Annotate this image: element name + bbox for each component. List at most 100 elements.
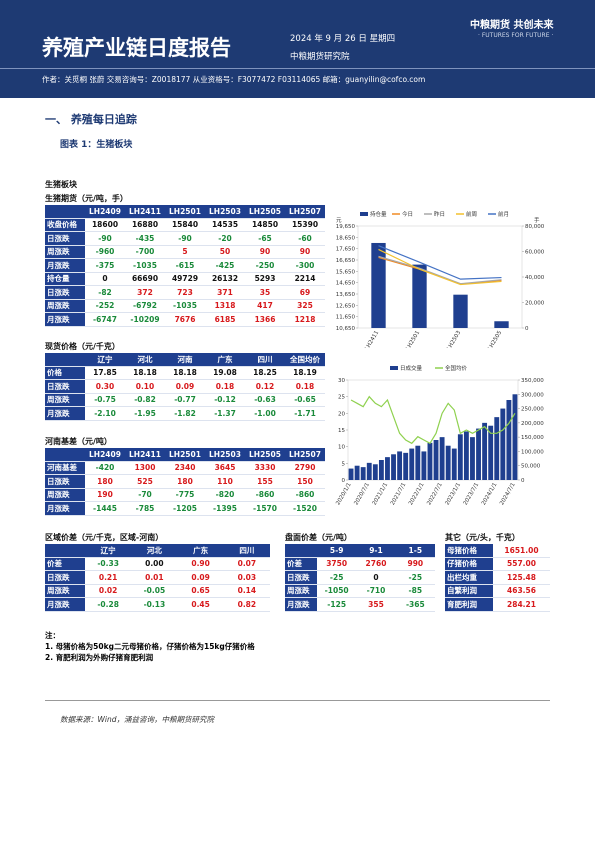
row: 日涨跌 -90 -435 -90 -20 -65 -60 [45, 231, 325, 246]
cell: -1035 [125, 258, 165, 273]
cell: 110 [205, 474, 245, 489]
corner [45, 544, 85, 558]
table-title: 现货价格（元/千克） [45, 342, 120, 351]
row-label: 出栏均重 [445, 570, 493, 585]
row-label: 日涨跌 [45, 285, 85, 300]
table-title: 盘面价差（元/吨） [285, 533, 352, 542]
cell: 2214 [285, 272, 325, 286]
bar [397, 451, 403, 480]
cell: 155 [245, 474, 285, 489]
cell: 990 [395, 557, 435, 571]
y2-tick-label: 250,000 [521, 407, 544, 413]
bar [445, 445, 451, 480]
row: 育肥利润 284.21 [445, 597, 550, 612]
column-header: LH2505 [245, 448, 285, 462]
cell: 2340 [165, 461, 205, 475]
cell: 1318 [205, 299, 245, 313]
corner [45, 205, 85, 219]
cell: 1366 [245, 312, 285, 327]
row: 日涨跌 -82 372 723 371 35 69 [45, 285, 325, 300]
cell: -82 [85, 285, 125, 300]
cell: -860 [245, 488, 285, 502]
bar [463, 431, 469, 480]
cell: 66690 [125, 272, 165, 286]
section-title: 一、 养殖每日追踪 [45, 113, 137, 126]
source: 数据来源：Wind，涌益咨询，中粮期货研究院 [60, 715, 215, 724]
y2-tick-label: 60,000 [525, 250, 545, 256]
row: 日涨跌 0.21 0.01 0.09 0.03 [45, 570, 270, 585]
column-header: LH2411 [125, 448, 165, 462]
row: 周涨跌 -0.75 -0.82 -0.77 -0.12 -0.63 -0.65 [45, 393, 325, 407]
divider [0, 68, 595, 69]
row: 日涨跌 -25 0 -25 [285, 570, 435, 585]
cell: 371 [205, 285, 245, 300]
column-header: 河南 [165, 353, 205, 367]
x-tick-label: 2023/1/1 [445, 482, 463, 506]
report-title: 养殖产业链日度报告 [42, 35, 231, 60]
bar [372, 464, 378, 480]
cell: 0.09 [177, 570, 224, 585]
row-label: 河南基差 [45, 461, 85, 475]
x-tick-label: 2024/7/1 [499, 482, 517, 506]
corner [45, 448, 85, 462]
bar [482, 422, 488, 480]
cell: -0.77 [165, 393, 205, 407]
row-label: 日涨跌 [45, 379, 85, 394]
y-tick-label: 25 [338, 395, 345, 401]
cell: -20 [205, 231, 245, 246]
column-header: 四川 [245, 353, 285, 367]
y-tick-label: 12,650 [336, 303, 356, 309]
column-header: LH2503 [205, 205, 245, 219]
row-label: 周涨跌 [45, 245, 85, 259]
cell: -1520 [285, 501, 325, 516]
row-label: 月涨跌 [45, 312, 85, 327]
legend-label: 日成交量 [400, 364, 423, 372]
cell: 0.07 [223, 557, 270, 571]
row: 月涨跌 -6747 -10209 7676 6185 1366 1218 [45, 312, 325, 327]
bar [512, 394, 518, 480]
cell: 90 [285, 245, 325, 259]
cell: -615 [165, 258, 205, 273]
cell: -252 [85, 299, 125, 313]
x-tick-label: 2024/1/1 [481, 482, 499, 506]
y2-tick-label: 350,000 [521, 378, 544, 384]
bar [415, 445, 421, 480]
y2-tick-label: 20,000 [525, 301, 545, 307]
legend-label: 全国均价 [445, 364, 468, 372]
cell: 1218 [285, 312, 325, 327]
column-header: LH2501 [165, 205, 205, 219]
cell: -710 [356, 584, 396, 598]
cell: 5 [165, 245, 205, 259]
bar [421, 451, 427, 480]
bar [506, 400, 512, 480]
x-tick-label: LH2503 [446, 330, 462, 348]
cell: 19.08 [205, 366, 245, 380]
y-tick-label: 13,650 [336, 292, 356, 298]
cell: 463.56 [493, 584, 550, 598]
cell: -85 [395, 584, 435, 598]
cell: -0.12 [205, 393, 245, 407]
cell: -700 [125, 245, 165, 259]
legend-label: 今日 [402, 210, 413, 218]
cell: -1.37 [205, 406, 245, 421]
row: 月涨跌 -0.28 -0.13 0.45 0.82 [45, 597, 270, 612]
cell: 18.18 [165, 366, 205, 380]
row-label: 月涨跌 [285, 597, 317, 612]
row-label: 仔猪价格 [445, 557, 493, 571]
table-title: 其它（元/头，千克） [445, 533, 520, 542]
cell: 6185 [205, 312, 245, 327]
row-label: 月涨跌 [45, 406, 85, 421]
row-label: 母猪价格 [445, 544, 493, 558]
cell: -0.05 [131, 584, 178, 598]
x-tick-label: 2023/7/1 [463, 482, 481, 506]
row: 周涨跌 -252 -6792 -1035 1318 417 325 [45, 299, 325, 313]
cell: 90 [245, 245, 285, 259]
cell: -1035 [165, 299, 205, 313]
cell: 180 [85, 474, 125, 489]
row: 周涨跌 -960 -700 5 50 90 90 [45, 245, 325, 259]
cell: 14850 [245, 218, 285, 232]
column-header: 四川 [223, 544, 270, 558]
row: 自繁利润 463.56 [445, 584, 550, 598]
row-label: 周涨跌 [45, 299, 85, 313]
